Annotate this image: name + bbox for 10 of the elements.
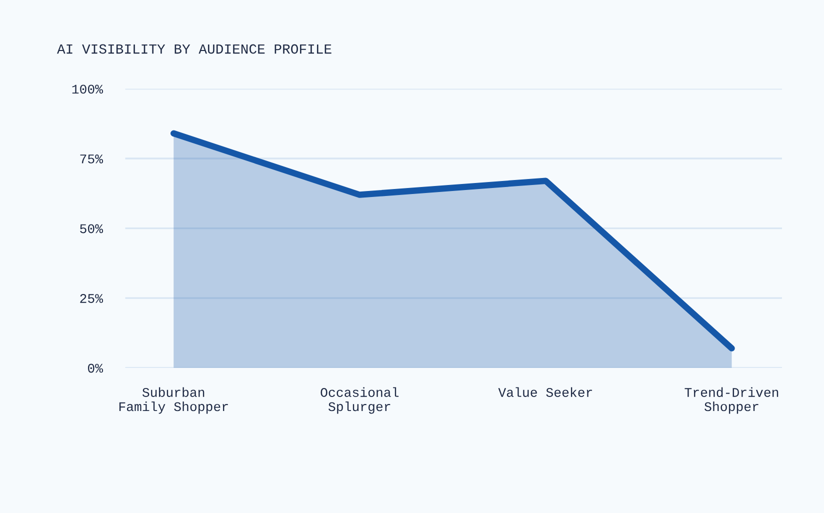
y-tick-label: 75% <box>80 154 104 164</box>
y-tick-label: 100% <box>72 84 104 94</box>
x-tick-label: Value Seeker <box>498 387 592 397</box>
y-tick-label: 0% <box>88 364 104 373</box>
x-tick-label: Suburban Family Shopper <box>119 387 228 414</box>
y-tick-label: 50% <box>80 224 104 234</box>
y-tick-label: 25% <box>80 294 104 303</box>
x-tick-label: Trend-Driven Shopper <box>684 387 778 414</box>
x-tick-label: Occasional Splurger <box>320 387 399 414</box>
chart-title: AI VISIBILITY BY AUDIENCE PROFILE <box>57 44 332 54</box>
